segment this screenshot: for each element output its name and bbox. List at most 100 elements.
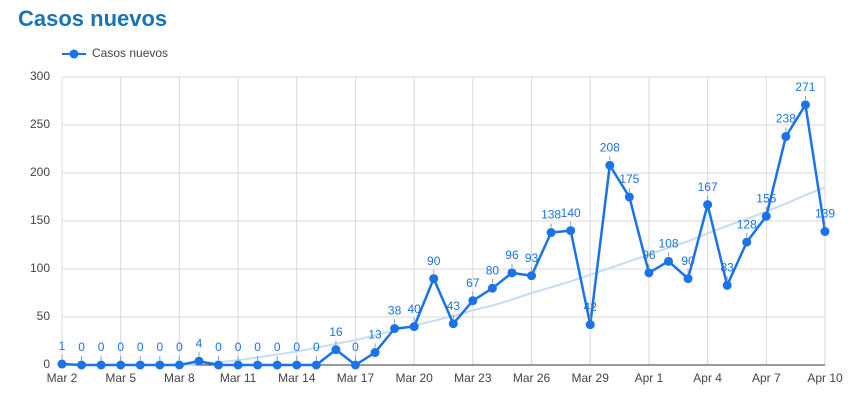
point [331,345,341,355]
value-label: 0 [117,340,124,354]
point [566,226,576,236]
value-label: 0 [215,340,222,354]
point [214,360,224,370]
value-label: 128 [737,217,757,231]
value-label: 0 [274,340,281,354]
chart-title: Casos nuevos [18,6,167,31]
point [155,360,165,370]
value-label: 155 [756,191,776,205]
point [135,360,145,370]
value-label: 83 [720,260,734,274]
x-tick-label: Mar 17 [337,371,375,385]
value-label: 93 [525,251,539,265]
value-label: 13 [368,328,382,342]
x-tick-label: Mar 14 [278,371,316,385]
value-label: 139 [815,207,835,221]
point [253,360,263,370]
point [703,200,713,210]
value-label: 0 [156,340,163,354]
point [96,360,106,370]
y-tick-label: 200 [30,165,50,179]
value-label: 1 [59,339,66,353]
x-tick-label: Mar 2 [47,371,78,385]
x-tick-label: Mar 8 [164,371,195,385]
value-label: 138 [541,208,561,222]
value-label: 67 [466,276,480,290]
legend-label: Casos nuevos [92,46,168,60]
point [390,324,400,334]
x-tick-label: Apr 1 [635,371,664,385]
x-tick-label: Mar 26 [513,371,551,385]
point [350,360,360,370]
point [644,268,654,278]
value-label: 175 [619,172,639,186]
value-label: 167 [698,180,718,194]
point [800,100,810,110]
point [311,360,321,370]
y-tick-label: 100 [30,261,50,275]
value-label: 4 [196,336,203,350]
value-label: 0 [293,340,300,354]
point [546,228,556,238]
point [624,192,634,202]
point [272,360,282,370]
point [605,160,615,170]
series-line [61,101,827,367]
value-label: 0 [352,340,359,354]
point [409,322,419,332]
value-label: 0 [98,340,105,354]
x-tick-label: Apr 4 [693,371,722,385]
x-tick-label: Mar 20 [395,371,433,385]
point [77,360,87,370]
point [683,274,693,284]
point [57,359,67,369]
legend-marker [69,49,79,59]
point [722,280,732,290]
x-tick-label: Mar 5 [105,371,136,385]
point [820,227,830,237]
point [233,360,243,370]
value-label: 90 [427,254,441,268]
point [448,319,458,329]
point [742,237,752,247]
y-tick-label: 250 [30,117,50,131]
x-tick-label: Mar 11 [220,371,257,385]
value-label: 80 [486,263,500,277]
y-tick-label: 50 [37,309,51,323]
point [468,296,478,306]
point [370,348,380,358]
value-label: 0 [78,340,85,354]
value-label: 43 [447,299,461,313]
value-label: 140 [561,206,581,220]
point [487,283,497,293]
point [194,356,204,366]
value-label: 90 [681,254,695,268]
y-tick-label: 150 [30,213,50,227]
value-label: 271 [795,80,815,94]
y-tick-label: 0 [43,357,50,371]
value-label: 38 [388,304,402,318]
point [781,132,791,142]
value-label: 96 [505,248,519,262]
x-tick-label: Apr 10 [807,371,843,385]
y-tick-label: 300 [30,69,50,83]
value-label: 0 [313,340,320,354]
value-label: 238 [776,112,796,126]
x-tick-label: Mar 29 [572,371,610,385]
point [116,360,126,370]
point [663,256,673,266]
point [507,268,517,278]
point [761,211,771,221]
value-label: 96 [642,248,656,262]
legend: Casos nuevos [62,46,168,60]
value-label: 0 [137,340,144,354]
point [585,320,595,330]
value-label: 108 [658,236,678,250]
point [174,360,184,370]
value-label: 208 [600,140,620,154]
point [429,274,439,284]
value-label: 42 [584,300,598,314]
x-tick-label: Apr 7 [752,371,781,385]
value-label: 40 [407,302,421,316]
